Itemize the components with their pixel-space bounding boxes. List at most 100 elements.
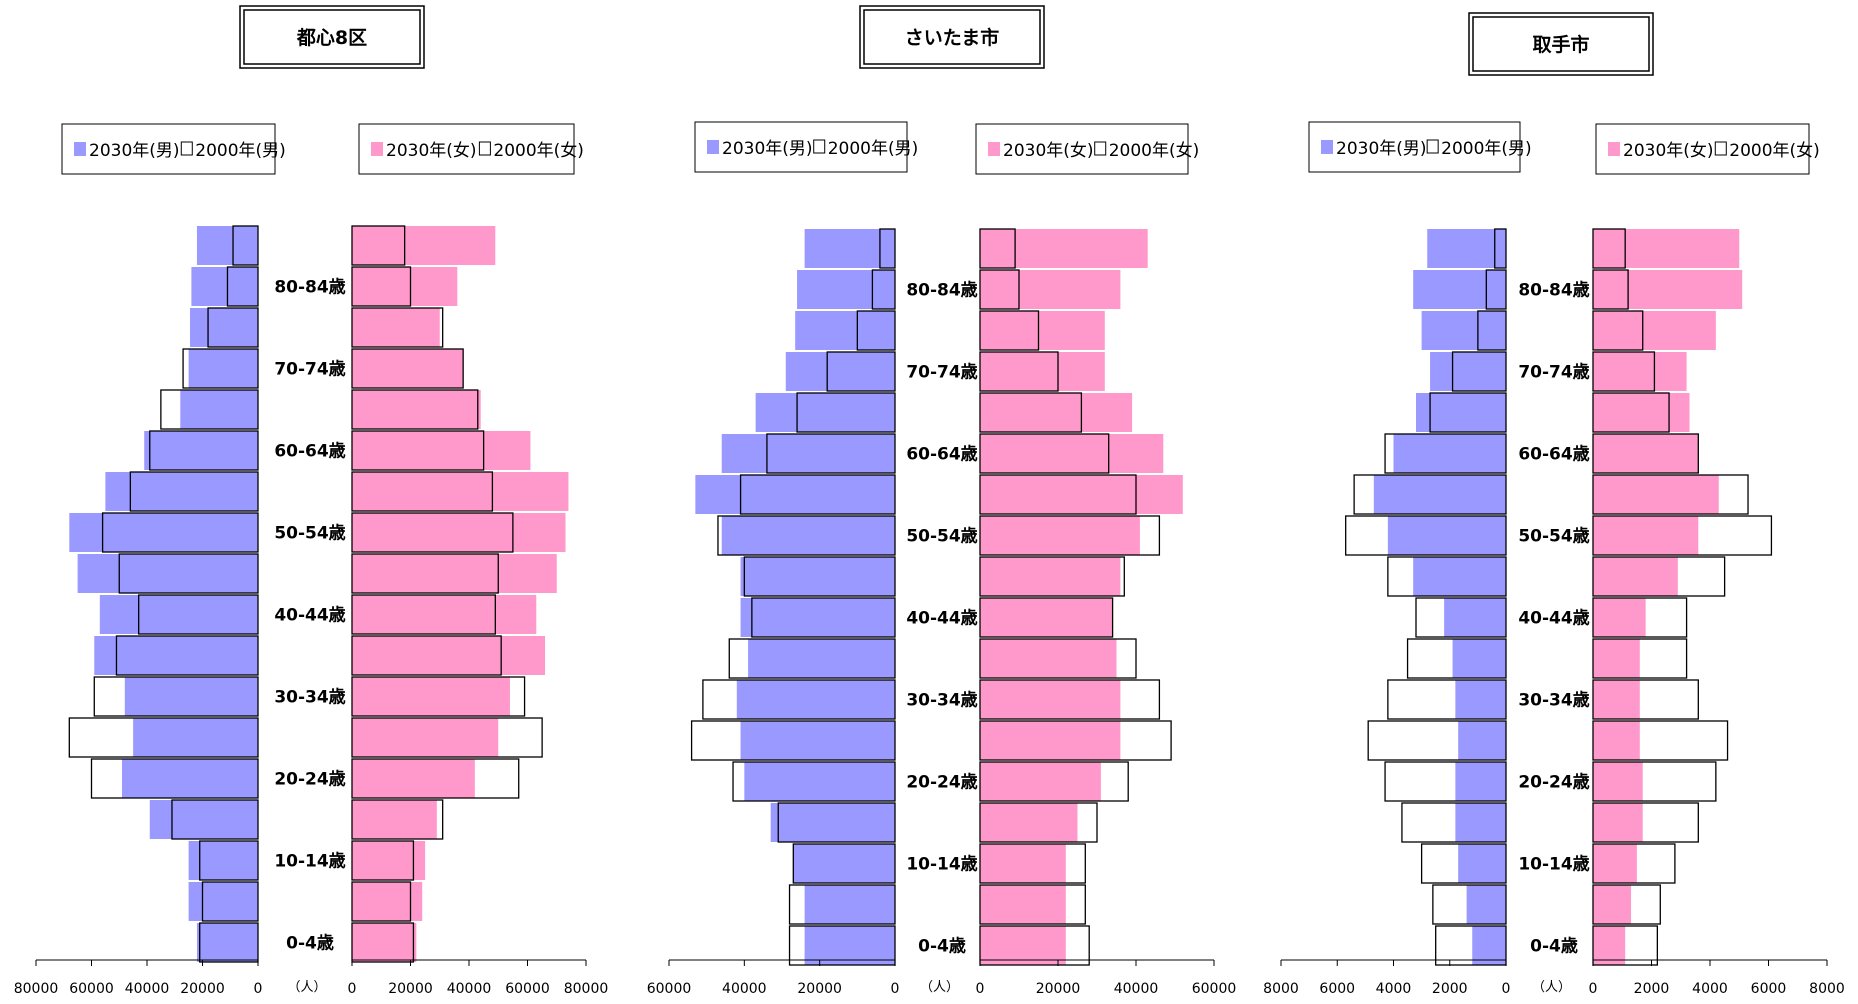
bar-female-2030 <box>1593 803 1643 842</box>
bar-male-2030 <box>785 352 895 391</box>
male-tick-label: 8000 <box>1263 981 1299 997</box>
bar-female-2030 <box>352 554 557 593</box>
bar-female-2000 <box>979 351 1059 392</box>
age-label: 70-74歳 <box>1518 362 1589 383</box>
legend-male-swatch-2030 <box>707 140 719 154</box>
bar-male-2000 <box>207 307 259 348</box>
legend-female-swatch-2030 <box>371 142 383 156</box>
bar-male-2030 <box>1387 516 1506 555</box>
bar-female-2000 <box>979 720 1172 761</box>
bar-female-2030 <box>980 926 1066 965</box>
bar-male-2030 <box>797 270 895 309</box>
chart-title: さいたま市 <box>905 26 999 49</box>
bar-female-2030 <box>980 475 1183 514</box>
bar-male-2000 <box>728 638 896 679</box>
bar-male-2030 <box>124 677 258 716</box>
unit-label: （人） <box>1532 980 1571 995</box>
bar-male-2030 <box>1472 926 1506 965</box>
bar-male-2030 <box>740 721 895 760</box>
age-label: 60-64歳 <box>906 444 977 465</box>
bar-female-2000 <box>351 430 485 471</box>
legend-male-label-2030: 2030年(男) <box>722 139 813 159</box>
female-tick-label: 60000 <box>505 981 550 997</box>
bar-male-2000 <box>788 925 896 966</box>
bar-male-2000 <box>826 351 896 392</box>
female-tick-label: 20000 <box>1036 981 1081 997</box>
bar-female-2000 <box>979 310 1040 351</box>
bar-male-2000 <box>766 433 896 474</box>
bar-male-2030 <box>77 554 258 593</box>
female-tick-label: 40000 <box>1114 981 1159 997</box>
title-box-inner <box>863 9 1041 65</box>
age-label: 50-54歳 <box>274 523 345 544</box>
bar-male-2030 <box>105 472 258 511</box>
bar-female-2030 <box>980 598 1113 637</box>
bar-male-2000 <box>856 310 896 351</box>
age-label: 60-64歳 <box>1518 444 1589 465</box>
bar-female-2000 <box>351 676 526 717</box>
legend-male-label-2000: 2000年(男) <box>828 139 919 159</box>
bar-male-2000 <box>743 556 896 597</box>
age-label: 50-54歳 <box>1518 526 1589 547</box>
female-tick-label: 0 <box>1589 981 1598 997</box>
bar-female-2000 <box>979 556 1125 597</box>
bar-female-2030 <box>980 803 1078 842</box>
bar-female-2030 <box>980 844 1066 883</box>
male-tick-label: 60000 <box>69 981 114 997</box>
bar-female-2030 <box>1593 598 1646 637</box>
bar-female-2000 <box>1592 392 1670 433</box>
female-tick-label: 20000 <box>388 981 433 997</box>
bar-female-2000 <box>351 799 444 840</box>
bar-female-2000 <box>979 597 1114 638</box>
bar-female-2000 <box>351 471 494 512</box>
age-label: 30-34歳 <box>1518 690 1589 711</box>
bar-female-2030 <box>352 595 537 634</box>
bar-female-2000 <box>1592 638 1688 679</box>
male-tick-label: 20000 <box>180 981 225 997</box>
age-label: 30-34歳 <box>906 690 977 711</box>
bar-female-2000 <box>1592 597 1688 638</box>
bar-male-2000 <box>1345 515 1507 556</box>
bar-female-2000 <box>1592 269 1629 310</box>
bar-female-2030 <box>1593 352 1687 391</box>
bar-male-2030 <box>1452 639 1506 678</box>
bar-female-2000 <box>979 638 1137 679</box>
legend-female-label-2000: 2000年(女) <box>1109 141 1200 161</box>
age-label: 20-24歳 <box>906 772 977 793</box>
male-tick-label: 0 <box>891 981 900 997</box>
age-label: 50-54歳 <box>906 526 977 547</box>
bar-male-2030 <box>1413 557 1506 596</box>
male-tick-label: 6000 <box>1319 981 1355 997</box>
bar-male-2000 <box>138 594 259 635</box>
legend-male-swatch-2030 <box>74 142 86 156</box>
male-tick-label: 60000 <box>647 981 692 997</box>
bar-male-2030 <box>740 598 895 637</box>
female-tick-label: 0 <box>976 981 985 997</box>
bar-female-2000 <box>1592 679 1699 720</box>
bar-female-2000 <box>1592 433 1699 474</box>
bar-male-2000 <box>1384 433 1507 474</box>
bar-male-2000 <box>199 922 259 963</box>
bar-male-2030 <box>804 926 895 965</box>
bar-male-2000 <box>739 474 896 515</box>
bar-female-2000 <box>979 679 1161 720</box>
bar-male-2030 <box>1373 475 1506 514</box>
bar-male-2000 <box>717 515 896 556</box>
female-tick-label: 0 <box>348 981 357 997</box>
bar-female-2030 <box>1593 516 1699 555</box>
bar-male-2000 <box>702 679 896 720</box>
bar-male-2000 <box>149 430 259 471</box>
legend-female-label-2030: 2030年(女) <box>386 141 477 161</box>
bar-male-2030 <box>122 759 259 798</box>
bar-male-2030 <box>1458 844 1506 883</box>
age-label: 70-74歳 <box>906 362 977 383</box>
bar-male-2000 <box>1435 925 1507 966</box>
age-label: 10-14歳 <box>906 854 977 875</box>
legend-male-box <box>1308 121 1521 173</box>
bar-female-2000 <box>351 717 543 758</box>
bar-female-2000 <box>1592 351 1656 392</box>
age-label: 10-14歳 <box>1518 854 1589 875</box>
bar-male-2030 <box>804 229 895 268</box>
bar-female-2030 <box>980 352 1105 391</box>
bar-male-2030 <box>755 393 895 432</box>
